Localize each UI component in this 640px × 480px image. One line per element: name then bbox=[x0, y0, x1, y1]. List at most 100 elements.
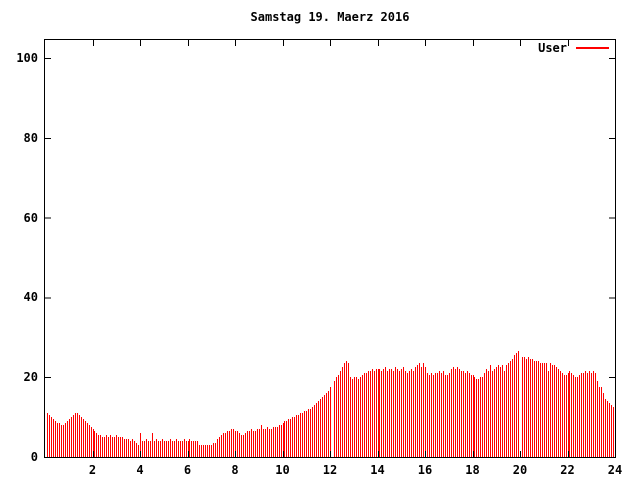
data-bar bbox=[413, 371, 414, 457]
data-bar bbox=[243, 435, 244, 457]
data-bar bbox=[544, 363, 545, 457]
x-tick-label: 6 bbox=[183, 463, 192, 477]
data-bar bbox=[126, 439, 127, 457]
data-bar bbox=[283, 423, 284, 457]
data-bar bbox=[546, 363, 547, 457]
data-bar bbox=[146, 439, 147, 457]
data-bar bbox=[51, 417, 52, 457]
data-bar bbox=[360, 377, 361, 457]
data-bar bbox=[65, 423, 66, 457]
data-bar bbox=[494, 369, 495, 457]
data-bar bbox=[381, 371, 382, 457]
data-bar bbox=[67, 421, 68, 457]
data-bar bbox=[613, 407, 614, 457]
data-bar bbox=[164, 441, 165, 457]
data-bar bbox=[411, 369, 412, 457]
y-tick-label: 100 bbox=[16, 50, 38, 65]
data-bar bbox=[178, 441, 179, 457]
data-bar bbox=[326, 393, 327, 457]
data-bar bbox=[71, 417, 72, 457]
data-bar bbox=[379, 369, 380, 457]
data-bar bbox=[188, 441, 189, 457]
data-bar bbox=[496, 367, 497, 457]
data-bar bbox=[215, 443, 216, 457]
data-bar bbox=[191, 441, 192, 457]
data-bar bbox=[227, 431, 228, 457]
data-bar bbox=[219, 437, 220, 457]
data-bar bbox=[79, 415, 80, 457]
data-bar bbox=[124, 439, 125, 457]
data-bar bbox=[591, 373, 592, 457]
data-bar bbox=[389, 369, 390, 457]
data-bar bbox=[459, 369, 460, 457]
data-bar bbox=[102, 437, 103, 457]
data-bar bbox=[342, 367, 343, 457]
data-bar bbox=[286, 421, 287, 457]
data-bar bbox=[318, 401, 319, 457]
data-bar bbox=[522, 357, 523, 457]
data-bar bbox=[94, 431, 95, 457]
data-bar bbox=[435, 373, 436, 457]
data-bar bbox=[253, 431, 254, 457]
data-bar bbox=[201, 445, 202, 457]
data-bar bbox=[583, 373, 584, 457]
data-bar bbox=[579, 375, 580, 457]
data-bar bbox=[364, 373, 365, 457]
data-bar bbox=[449, 373, 450, 457]
data-bar bbox=[55, 421, 56, 457]
data-bar bbox=[597, 381, 598, 457]
data-bar bbox=[421, 367, 422, 457]
data-bar bbox=[352, 379, 353, 457]
data-bar bbox=[548, 371, 549, 457]
data-bar bbox=[484, 373, 485, 457]
data-bar bbox=[324, 395, 325, 457]
data-bar bbox=[91, 427, 92, 457]
data-bar bbox=[53, 419, 54, 457]
data-bar bbox=[550, 363, 551, 457]
data-bar bbox=[562, 373, 563, 457]
data-bar bbox=[59, 423, 60, 457]
data-bar bbox=[403, 367, 404, 457]
data-bar bbox=[568, 373, 569, 457]
data-bar bbox=[474, 377, 475, 457]
data-bar bbox=[395, 367, 396, 457]
data-bar bbox=[273, 427, 274, 457]
data-bar bbox=[281, 425, 282, 457]
data-bar bbox=[255, 431, 256, 457]
data-bar bbox=[261, 425, 262, 457]
legend-line-sample bbox=[576, 47, 609, 49]
data-bar bbox=[221, 435, 222, 457]
data-bar bbox=[100, 435, 101, 457]
data-bar bbox=[158, 441, 159, 457]
data-bar bbox=[83, 419, 84, 457]
data-bar bbox=[110, 435, 111, 457]
data-bar bbox=[296, 415, 297, 457]
data-bar bbox=[542, 363, 543, 457]
data-bar bbox=[69, 419, 70, 457]
data-bar bbox=[445, 375, 446, 457]
data-bar bbox=[118, 437, 119, 457]
data-bar bbox=[490, 365, 491, 457]
data-bar bbox=[348, 363, 349, 457]
data-bar bbox=[577, 377, 578, 457]
data-bar bbox=[199, 445, 200, 457]
data-bar bbox=[423, 363, 424, 457]
data-bar bbox=[277, 427, 278, 457]
data-bar bbox=[180, 441, 181, 457]
data-bar bbox=[197, 441, 198, 457]
x-tick-label: 24 bbox=[607, 463, 623, 477]
data-bar bbox=[93, 429, 94, 457]
data-bar bbox=[207, 445, 208, 457]
data-bar bbox=[269, 429, 270, 457]
data-bar bbox=[534, 361, 535, 457]
data-bar bbox=[480, 377, 481, 457]
data-bar bbox=[231, 429, 232, 457]
data-bar bbox=[354, 377, 355, 457]
data-bar bbox=[271, 429, 272, 457]
data-bar bbox=[585, 371, 586, 457]
y-tick-label: 20 bbox=[23, 370, 38, 385]
data-bar bbox=[338, 375, 339, 457]
data-bar bbox=[516, 353, 517, 457]
data-bar bbox=[473, 375, 474, 457]
data-bar bbox=[401, 369, 402, 457]
